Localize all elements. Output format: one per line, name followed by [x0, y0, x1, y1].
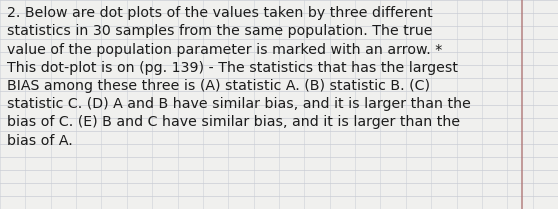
- Text: 2. Below are dot plots of the values taken by three different
statistics in 30 s: 2. Below are dot plots of the values tak…: [7, 6, 470, 148]
